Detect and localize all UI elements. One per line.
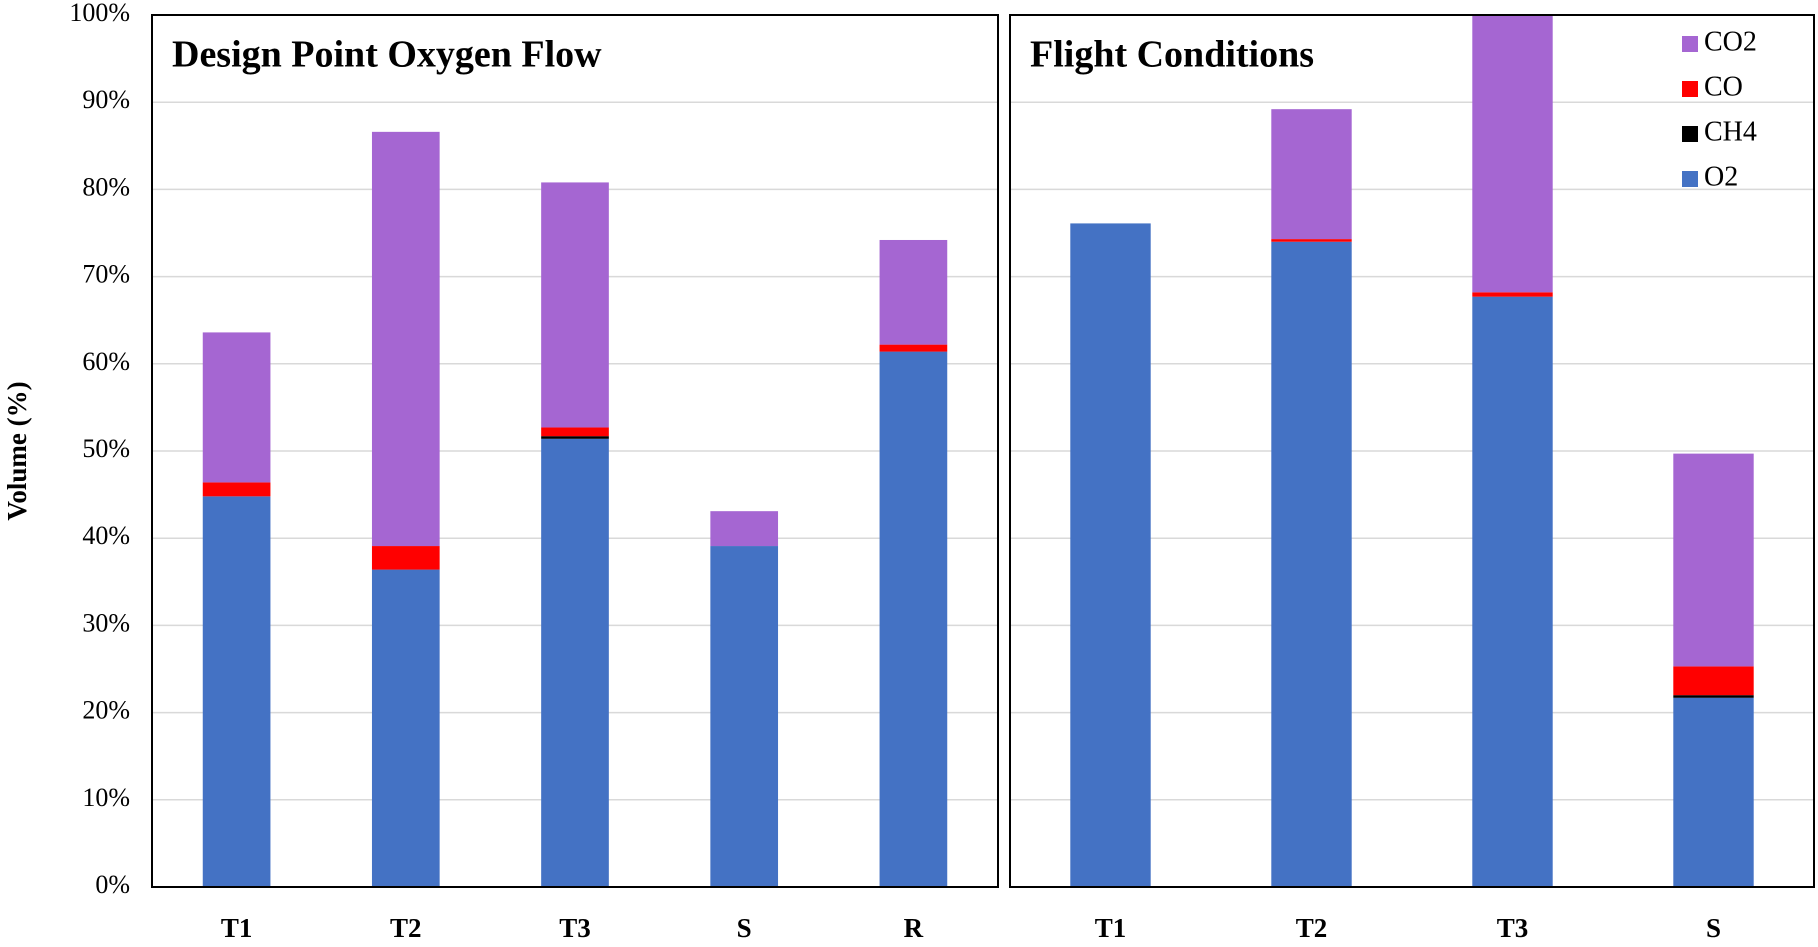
legend-swatch <box>1682 171 1698 187</box>
bar-segment <box>710 546 779 887</box>
bar-segment <box>1673 453 1754 667</box>
y-tick-label: 50% <box>82 434 130 463</box>
x-tick-label: T2 <box>1296 913 1328 943</box>
legend-label: CH4 <box>1704 116 1757 147</box>
y-tick-label: 10% <box>82 783 130 812</box>
legend-label: O2 <box>1704 161 1738 192</box>
bar-segment <box>541 182 609 428</box>
bar-segment <box>1673 697 1754 887</box>
y-tick-label: 40% <box>82 521 130 550</box>
bar-segment <box>710 511 779 547</box>
x-tick-label: T1 <box>1095 913 1127 943</box>
y-axis-label: Volume (%) <box>2 381 32 520</box>
y-tick-label: 60% <box>82 347 130 376</box>
bar-segment <box>202 496 271 887</box>
x-tick-label: S <box>1706 913 1721 943</box>
legend-swatch <box>1682 81 1698 97</box>
y-tick-label: 100% <box>69 0 130 27</box>
bar-segment <box>1673 666 1754 696</box>
legend-label: CO <box>1704 71 1743 102</box>
bar-segment <box>879 351 948 887</box>
bar-segment <box>371 546 440 570</box>
bar-segment <box>1271 241 1352 888</box>
x-tick-label: S <box>737 913 752 943</box>
plot-frame <box>151 14 999 888</box>
legend-swatch <box>1682 126 1698 142</box>
x-tick-label: T3 <box>559 913 591 943</box>
bar-segment <box>1271 109 1352 240</box>
x-tick-label: T1 <box>221 913 253 943</box>
y-tick-label: 0% <box>95 870 130 899</box>
x-tick-label: T3 <box>1497 913 1529 943</box>
panel-title: Design Point Oxygen Flow <box>172 34 602 76</box>
x-tick-label: R <box>904 913 924 943</box>
bar-segment <box>202 482 271 497</box>
y-tick-label: 30% <box>82 608 130 637</box>
bar-segment <box>202 332 271 483</box>
bar-segment <box>1271 239 1352 242</box>
legend-swatch <box>1682 36 1698 52</box>
bar-segment <box>1472 292 1553 297</box>
plot-frame <box>1009 14 1815 888</box>
legend-label: CO2 <box>1704 26 1757 57</box>
bar-segment <box>879 239 948 345</box>
bar-segment <box>371 569 440 887</box>
bar-segment <box>1472 296 1553 887</box>
bar-segment <box>1472 15 1553 293</box>
bar-segment <box>879 344 948 352</box>
y-tick-label: 70% <box>82 260 130 289</box>
x-tick-label: T2 <box>390 913 422 943</box>
bar-segment <box>541 438 609 887</box>
bar-segment <box>1070 223 1151 887</box>
y-tick-label: 20% <box>82 696 130 725</box>
bar-segment <box>541 427 609 437</box>
y-tick-label: 80% <box>82 172 130 201</box>
bar-segment <box>541 436 609 439</box>
panel-title: Flight Conditions <box>1030 34 1314 76</box>
y-tick-label: 90% <box>82 85 130 114</box>
bar-segment <box>1673 695 1754 698</box>
bar-segment <box>371 131 440 547</box>
